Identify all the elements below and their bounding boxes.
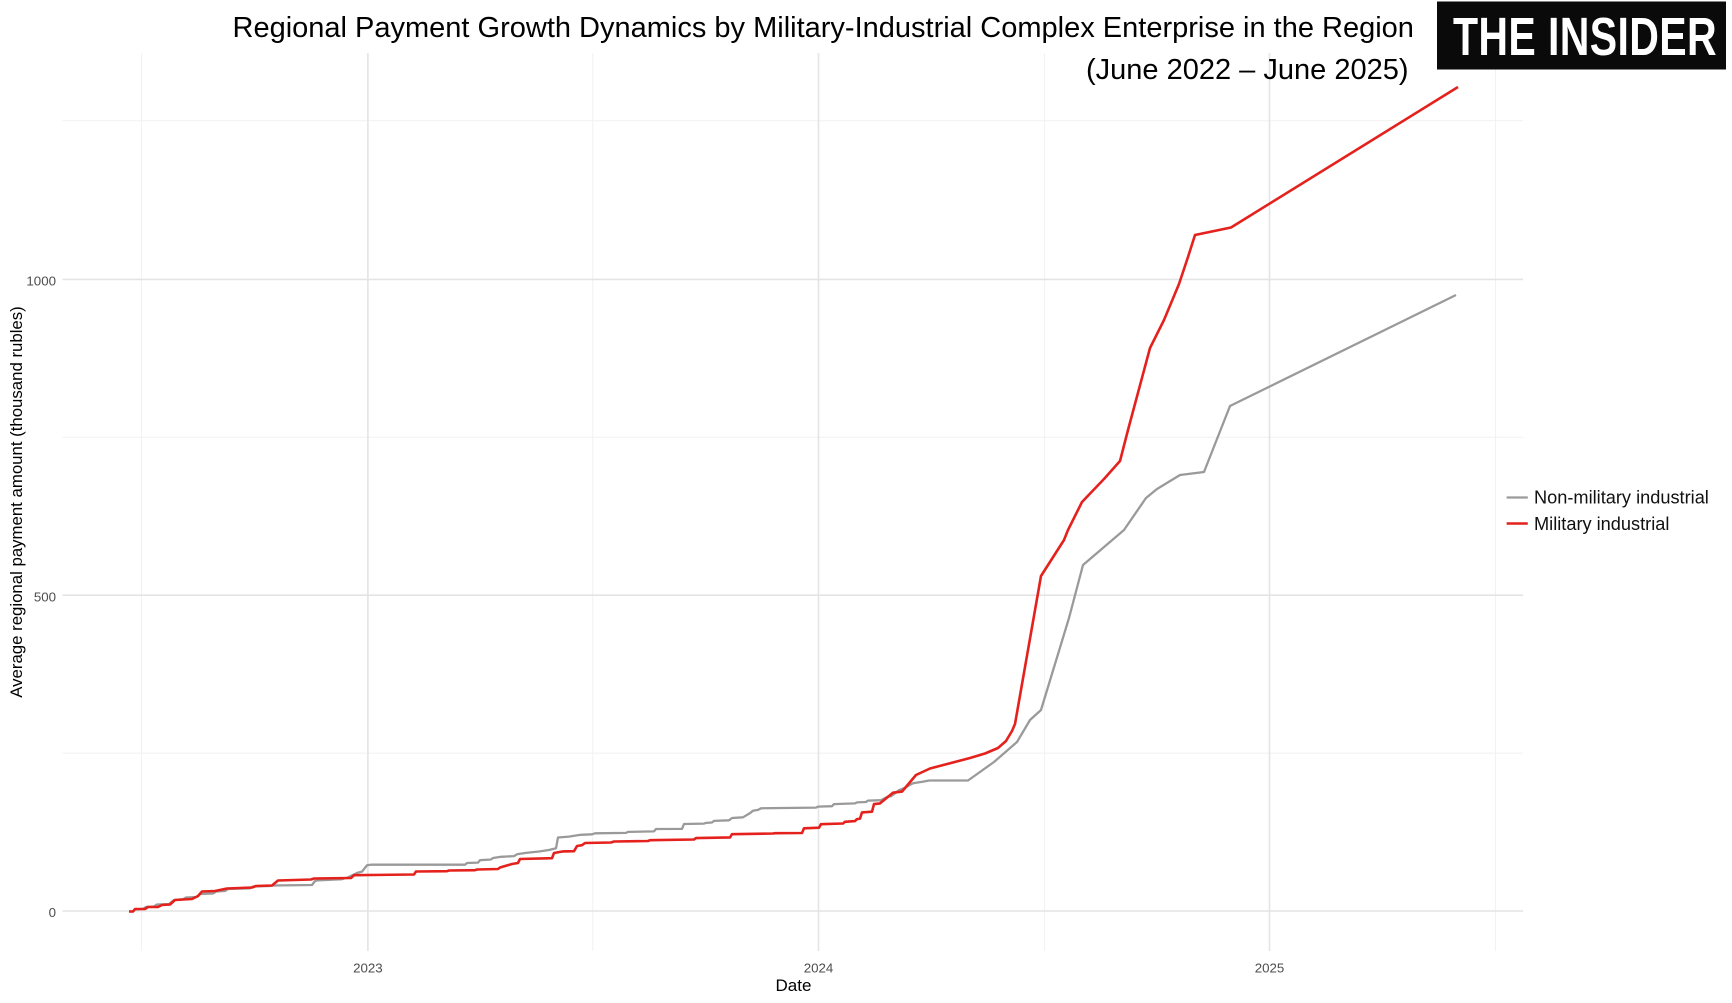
svg-text:500: 500	[34, 589, 56, 604]
svg-text:Military industrial: Military industrial	[1534, 514, 1669, 534]
svg-text:1000: 1000	[26, 274, 56, 289]
svg-text:Average regional payment amoun: Average regional payment amount (thousan…	[7, 306, 26, 698]
svg-text:Regional Payment Growth Dynami: Regional Payment Growth Dynamics by Mili…	[233, 12, 1414, 44]
svg-text:2025: 2025	[1255, 961, 1285, 976]
svg-text:2024: 2024	[804, 961, 834, 976]
svg-text:0: 0	[49, 905, 56, 920]
svg-text:(June 2022 – June 2025): (June 2022 – June 2025)	[1086, 54, 1408, 86]
svg-text:Non-military industrial: Non-military industrial	[1534, 488, 1709, 508]
svg-text:2023: 2023	[353, 961, 383, 976]
svg-text:Date: Date	[776, 976, 812, 995]
svg-text:THE INSIDER: THE INSIDER	[1453, 8, 1717, 68]
